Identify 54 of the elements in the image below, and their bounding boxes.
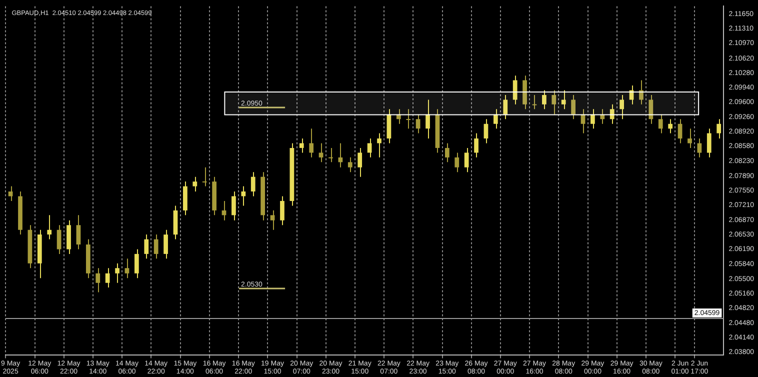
candlestick bbox=[454, 152, 460, 173]
candlestick bbox=[164, 229, 168, 260]
candlestick bbox=[144, 234, 149, 260]
candlestick bbox=[56, 224, 62, 254]
candlestick bbox=[105, 268, 110, 288]
candlestick bbox=[658, 114, 663, 134]
candlestick bbox=[76, 214, 81, 250]
candlestick bbox=[512, 75, 518, 105]
candlestick bbox=[270, 210, 275, 230]
candlestick bbox=[464, 147, 469, 173]
candlestick bbox=[232, 190, 236, 221]
candlestick bbox=[416, 114, 420, 134]
candlestick bbox=[668, 118, 673, 134]
candlestick bbox=[358, 147, 362, 178]
candlestick bbox=[124, 258, 130, 279]
candlestick bbox=[406, 108, 411, 130]
candlestick bbox=[134, 248, 139, 279]
candlestick bbox=[309, 128, 314, 158]
candlestick bbox=[542, 90, 546, 110]
candlestick bbox=[503, 94, 508, 120]
candlestick bbox=[348, 156, 352, 173]
candlestick bbox=[610, 104, 614, 124]
candlestick bbox=[202, 166, 207, 187]
candlestick bbox=[678, 118, 682, 144]
candlestick bbox=[115, 262, 120, 284]
candlestick bbox=[716, 118, 722, 139]
candlestick bbox=[444, 142, 450, 163]
candlestick bbox=[154, 234, 158, 260]
candlestick bbox=[367, 138, 372, 158]
candlestick bbox=[494, 108, 498, 130]
candlestick bbox=[328, 147, 333, 163]
candlestick bbox=[474, 132, 478, 158]
candlestick bbox=[241, 186, 246, 206]
candlestick bbox=[47, 214, 52, 240]
candlestick bbox=[561, 90, 566, 110]
candlestick bbox=[377, 132, 382, 158]
candlestick bbox=[192, 176, 198, 192]
candlestick bbox=[620, 94, 624, 120]
candlestick bbox=[318, 142, 324, 163]
candlestick bbox=[590, 108, 595, 130]
candlestick bbox=[532, 94, 537, 110]
candlestick bbox=[648, 94, 654, 124]
candlestick bbox=[484, 118, 488, 144]
candlestick bbox=[552, 90, 556, 115]
candlestick bbox=[96, 268, 100, 293]
candlestick bbox=[299, 138, 304, 154]
candlestick bbox=[250, 172, 256, 197]
candlestick bbox=[639, 80, 644, 105]
candlestick bbox=[697, 138, 702, 158]
candlestick bbox=[706, 128, 712, 158]
candlestick bbox=[426, 99, 430, 139]
candlestick bbox=[571, 94, 576, 120]
candlestick bbox=[688, 128, 692, 148]
candlestick bbox=[280, 196, 284, 226]
